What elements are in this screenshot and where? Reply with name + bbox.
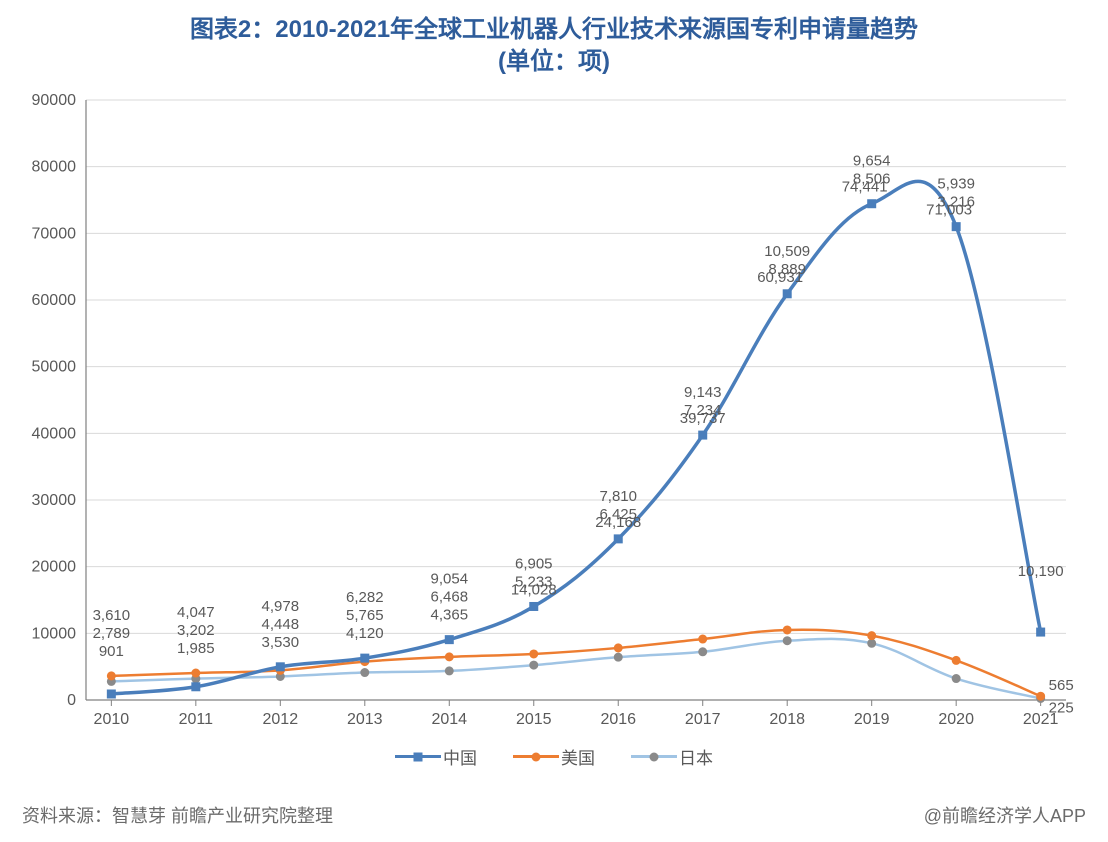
svg-text:2012: 2012 (263, 711, 299, 728)
svg-text:6,425: 6,425 (599, 506, 637, 523)
svg-text:4,448: 4,448 (262, 616, 300, 633)
footer: 资料来源：智慧芽 前瞻产业研究院整理 @前瞻经济学人APP (22, 802, 1086, 828)
legend-label-japan: 日本 (679, 744, 713, 769)
legend-item-china: 中国 (395, 744, 477, 769)
svg-text:7,810: 7,810 (599, 488, 637, 505)
legend-label-us: 美国 (561, 744, 595, 769)
svg-text:565: 565 (1049, 677, 1074, 694)
svg-text:1,985: 1,985 (177, 640, 215, 657)
svg-text:5,233: 5,233 (515, 573, 553, 590)
svg-text:80000: 80000 (32, 159, 77, 176)
svg-text:2019: 2019 (854, 711, 890, 728)
chart-area: 0 10000 20000 30000 40000 50000 60000 70000 8000… (16, 80, 1106, 765)
legend-item-us: 美国 (513, 744, 595, 769)
svg-text:6,468: 6,468 (431, 589, 469, 606)
svg-text:9,054: 9,054 (431, 571, 469, 588)
svg-text:3,216: 3,216 (937, 194, 975, 211)
svg-text:4,047: 4,047 (177, 604, 215, 621)
legend: 中国 美国 日本 (0, 744, 1108, 769)
svg-text:2010: 2010 (94, 711, 130, 728)
svg-text:7,234: 7,234 (684, 402, 722, 419)
chart-title-line2: (单位：项) (0, 46, 1108, 78)
svg-text:20000: 20000 (32, 559, 77, 576)
svg-text:0: 0 (67, 692, 76, 709)
svg-text:10,509: 10,509 (764, 243, 810, 260)
chart-title-line1: 图表2：2010-2021年全球工业机器人行业技术来源国专利申请量趋势 (0, 14, 1108, 46)
svg-text:2020: 2020 (938, 711, 974, 728)
svg-text:2018: 2018 (769, 711, 805, 728)
svg-text:10000: 10000 (32, 625, 77, 642)
svg-text:225: 225 (1049, 700, 1074, 717)
svg-text:8,889: 8,889 (768, 261, 806, 278)
svg-text:4,120: 4,120 (346, 625, 384, 642)
svg-text:9,143: 9,143 (684, 384, 722, 401)
svg-text:8,506: 8,506 (853, 171, 891, 188)
svg-text:2017: 2017 (685, 711, 721, 728)
svg-text:40000: 40000 (32, 425, 77, 442)
svg-text:2015: 2015 (516, 711, 552, 728)
legend-swatch-japan (631, 755, 677, 758)
svg-text:4,365: 4,365 (431, 607, 469, 624)
line-chart-svg: 0 10000 20000 30000 40000 50000 60000 70000 8000… (16, 80, 1106, 760)
svg-text:2014: 2014 (431, 711, 467, 728)
svg-text:60000: 60000 (32, 292, 77, 309)
svg-text:30000: 30000 (32, 492, 77, 509)
svg-text:9,654: 9,654 (853, 153, 891, 170)
chart-title: 图表2：2010-2021年全球工业机器人行业技术来源国专利申请量趋势 (单位：… (0, 0, 1108, 79)
attribution: @前瞻经济学人APP (924, 802, 1086, 828)
svg-text:3,530: 3,530 (262, 634, 300, 651)
legend-label-china: 中国 (443, 744, 477, 769)
source-label: 资料来源：智慧芽 前瞻产业研究院整理 (22, 802, 333, 828)
legend-swatch-china (395, 755, 441, 758)
legend-item-japan: 日本 (631, 744, 713, 769)
svg-text:2011: 2011 (179, 711, 214, 728)
svg-text:5,765: 5,765 (346, 607, 384, 624)
svg-text:901: 901 (99, 643, 124, 660)
svg-text:50000: 50000 (32, 359, 77, 376)
svg-text:2016: 2016 (600, 711, 636, 728)
svg-text:3,202: 3,202 (177, 622, 215, 639)
legend-swatch-us (513, 755, 559, 758)
svg-text:2013: 2013 (347, 711, 383, 728)
svg-text:6,905: 6,905 (515, 555, 553, 572)
svg-text:5,939: 5,939 (937, 176, 975, 193)
svg-text:3,610: 3,610 (93, 607, 131, 624)
svg-text:2,789: 2,789 (93, 625, 131, 642)
svg-text:6,282: 6,282 (346, 589, 384, 606)
svg-text:90000: 90000 (32, 92, 77, 109)
svg-text:4,978: 4,978 (262, 598, 300, 615)
svg-text:70000: 70000 (32, 225, 77, 242)
svg-text:10,190: 10,190 (1018, 563, 1064, 580)
